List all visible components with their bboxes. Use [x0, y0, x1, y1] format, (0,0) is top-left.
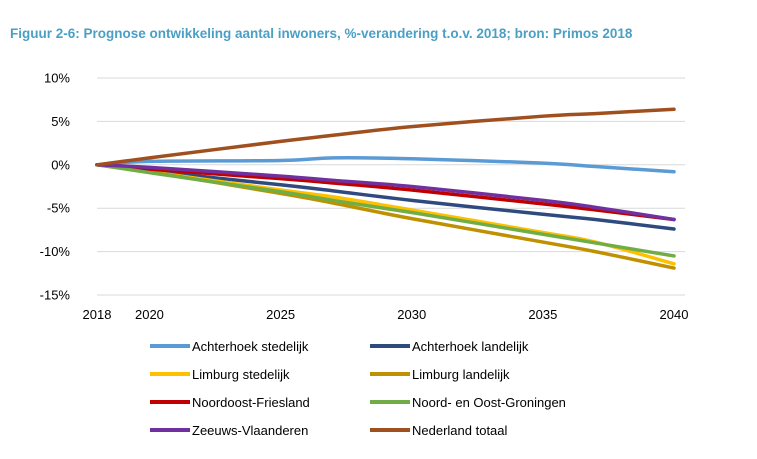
series-line-nederland-totaal	[95, 107, 676, 167]
legend-item: Noord- en Oost-Groningen	[370, 392, 566, 412]
x-tick-label: 2040	[660, 307, 689, 322]
legend-item: Limburg landelijk	[370, 364, 510, 384]
legend-swatch	[370, 428, 410, 432]
legend-item: Achterhoek stedelijk	[150, 336, 308, 356]
chart-title: Figuur 2-6: Prognose ontwikkeling aantal…	[10, 26, 633, 41]
series-line-zeeuws-vlaanderen	[95, 163, 676, 222]
legend-label: Noordoost-Friesland	[192, 394, 310, 410]
x-tick-label: 2018	[83, 307, 112, 322]
legend-label: Achterhoek landelijk	[412, 338, 529, 354]
legend-label: Zeeuws-Vlaanderen	[192, 422, 309, 438]
y-tick-label: -15%	[40, 288, 71, 303]
y-tick-label: -10%	[40, 244, 71, 259]
series-line-noordoost-friesland	[95, 163, 676, 222]
y-tick-label: 0%	[51, 157, 70, 172]
legend-label: Achterhoek stedelijk	[192, 338, 309, 354]
x-tick-label: 2020	[135, 307, 164, 322]
x-tick-label: 2035	[528, 307, 557, 322]
y-tick-label: 5%	[51, 114, 70, 129]
legend-label: Limburg landelijk	[412, 366, 510, 382]
x-tick-label: 2030	[397, 307, 426, 322]
x-tick-label: 2025	[266, 307, 295, 322]
series-line-achterhoek-landelijk	[95, 163, 676, 231]
legend-label: Limburg stedelijk	[192, 366, 290, 382]
series-line-limburg-landelijk	[95, 163, 676, 270]
legend-swatch	[150, 400, 190, 404]
legend-swatch	[150, 428, 190, 432]
y-tick-label: -5%	[47, 201, 71, 216]
legend-swatch	[370, 372, 410, 376]
legend-item: Limburg stedelijk	[150, 364, 290, 384]
legend-swatch	[370, 400, 410, 404]
legend-item: Noordoost-Friesland	[150, 392, 310, 412]
legend-swatch	[150, 372, 190, 376]
legend-label: Nederland totaal	[412, 422, 508, 438]
legend-item: Achterhoek landelijk	[370, 336, 528, 356]
legend-item: Nederland totaal	[370, 420, 507, 440]
legend-swatch	[150, 344, 190, 348]
legend-swatch	[370, 344, 410, 348]
series-line-noord-en-oost-groningen	[95, 163, 676, 258]
series-line-achterhoek-stedelijk	[95, 155, 676, 174]
legend-label: Noord- en Oost-Groningen	[412, 394, 566, 410]
y-tick-label: 10%	[44, 71, 70, 86]
legend-item: Zeeuws-Vlaanderen	[150, 420, 308, 440]
